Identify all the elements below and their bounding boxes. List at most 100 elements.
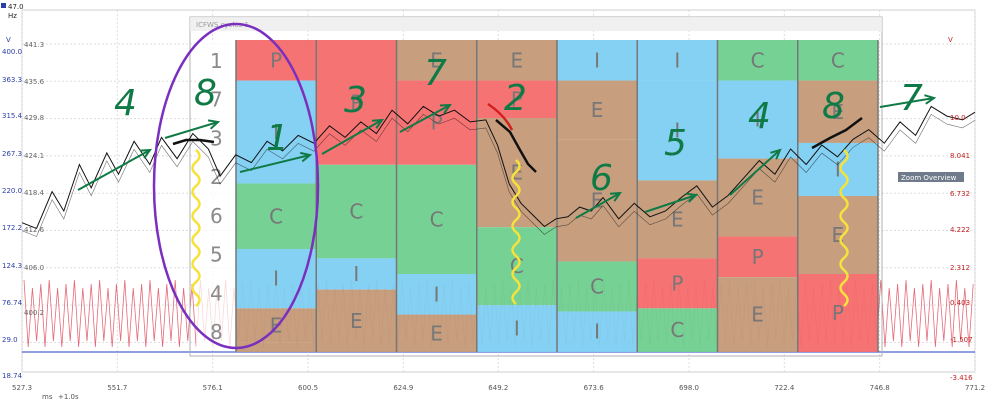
right-axis-tick: 8.041 <box>950 152 970 160</box>
cycle-cell <box>236 183 317 250</box>
overlay-number: 7 <box>900 78 923 119</box>
cycle-cell <box>717 40 798 81</box>
left-panel-number: 4 <box>210 281 223 305</box>
overlay-number: 4 <box>114 83 137 124</box>
right-axis-tick: 2.312 <box>950 264 970 272</box>
left-panel-number: 7 <box>210 88 223 112</box>
cycle-cell-label: P <box>270 48 282 72</box>
cycle-cell <box>396 314 477 352</box>
green-arrow <box>164 121 219 139</box>
cycle-cell-label: C <box>349 200 363 224</box>
cycle-cell-label: P <box>350 90 362 114</box>
cycle-cell-label: P <box>752 245 764 269</box>
top-readout-value: 47.0 <box>8 3 24 11</box>
cycle-cell <box>637 258 718 309</box>
right-axis-tick: -1.507 <box>950 336 973 344</box>
green-arrow-head <box>924 94 937 105</box>
cycle-cell-label: I <box>594 320 600 344</box>
cycle-cell <box>717 277 798 352</box>
cycle-cell <box>637 180 718 259</box>
cycle-cell-label: E <box>430 321 443 345</box>
left-panel-number: 5 <box>210 243 223 267</box>
cycle-cell-label: I <box>273 267 279 291</box>
green-arrow <box>77 149 151 191</box>
left-axis-inner-tick: 429.8 <box>24 114 44 122</box>
black-highlight <box>172 138 215 146</box>
x-axis-tick: 649.2 <box>488 384 508 392</box>
cycle-cell <box>557 80 638 140</box>
left-axis-inner-tick: 412.6 <box>24 226 45 234</box>
zoom-overview-label: Zoom Overview <box>901 174 957 182</box>
cycle-cell <box>797 40 878 81</box>
cycle-cell-label: E <box>430 48 443 72</box>
green-arrow <box>321 119 383 155</box>
overlay-number: 8 <box>822 86 845 127</box>
green-arrow-head <box>371 118 385 129</box>
cycle-cell-label: E <box>350 309 363 333</box>
left-axis-inner-tick: 418.4 <box>24 189 45 197</box>
cycle-cell-label: I <box>434 282 440 306</box>
cycle-cell-label: P <box>511 87 523 111</box>
yellow-squiggle <box>839 149 849 307</box>
left-axis-tick: 267.3 <box>2 150 22 158</box>
cycle-cell <box>557 311 638 352</box>
red-ink-segment <box>487 102 514 131</box>
left-axis-tick: 315.4 <box>2 112 23 120</box>
cycle-cell <box>637 80 718 181</box>
cycle-cell-label: I <box>755 108 761 132</box>
x-axis-tick: 527.3 <box>12 384 32 392</box>
left-axis-tick: 363.3 <box>2 76 22 84</box>
zoom-overview-tag <box>898 172 964 182</box>
cycle-cell-label: C <box>670 318 684 342</box>
overlay-number: 4 <box>748 96 771 137</box>
cycle-cell <box>236 40 317 81</box>
green-arrow-head <box>299 151 313 163</box>
cycle-cell <box>557 139 638 262</box>
cycle-cell-label: P <box>671 271 683 295</box>
x-axis-tick: 771.2 <box>965 384 985 392</box>
cycle-cell-label: E <box>751 303 764 327</box>
x-axis-tick: 722.4 <box>774 384 795 392</box>
left-axis-tick: 29.0 <box>2 336 18 344</box>
cycle-cell <box>476 40 557 81</box>
cycle-cell-label: P <box>832 301 844 325</box>
green-arrow <box>644 194 697 213</box>
purple-circle-annotation <box>152 22 320 350</box>
cycle-cell <box>797 196 878 274</box>
overlay-number: 3 <box>344 80 367 121</box>
x-axis-tick: 600.5 <box>298 384 318 392</box>
green-arrow <box>239 154 311 173</box>
cycle-cell-label: I <box>514 317 520 341</box>
overlay-number: 5 <box>664 123 687 164</box>
right-axis-unit: V <box>948 36 953 44</box>
left-axis-inner-tick: 441.3 <box>24 41 44 49</box>
cycle-cell <box>637 308 718 352</box>
x-axis-status-step: +1.0s <box>58 393 79 401</box>
cycle-cell-label: I <box>674 118 680 142</box>
green-arrow <box>729 149 781 196</box>
cycle-cell-label: C <box>751 48 765 72</box>
cycle-cell-label: I <box>835 157 841 181</box>
cycle-cell <box>476 80 557 118</box>
left-panel-number: 2 <box>210 165 223 189</box>
left-axis-inner-tick: 400.2 <box>24 309 44 317</box>
left-axis-tick: 400.0 <box>2 48 22 56</box>
x-axis-status-unit: ms <box>42 393 53 401</box>
cycle-cell <box>717 80 798 159</box>
black-highlight <box>811 117 863 150</box>
left-panel-number: 3 <box>210 126 223 150</box>
overlay-number: 7 <box>424 53 447 94</box>
left-axis-unit: V <box>6 36 11 44</box>
cycle-cell-label: C <box>269 204 283 228</box>
cycle-cell-label: E <box>671 207 684 231</box>
left-panel-number: 1 <box>210 49 223 73</box>
green-arrow <box>879 97 935 108</box>
right-axis-tick: 4.222 <box>950 226 970 234</box>
green-arrow-head <box>207 119 221 130</box>
left-axis-tick: 124.3 <box>2 262 22 270</box>
cycle-cell <box>797 274 878 352</box>
price-series-secondary <box>21 113 976 237</box>
cycle-cell <box>797 142 878 196</box>
